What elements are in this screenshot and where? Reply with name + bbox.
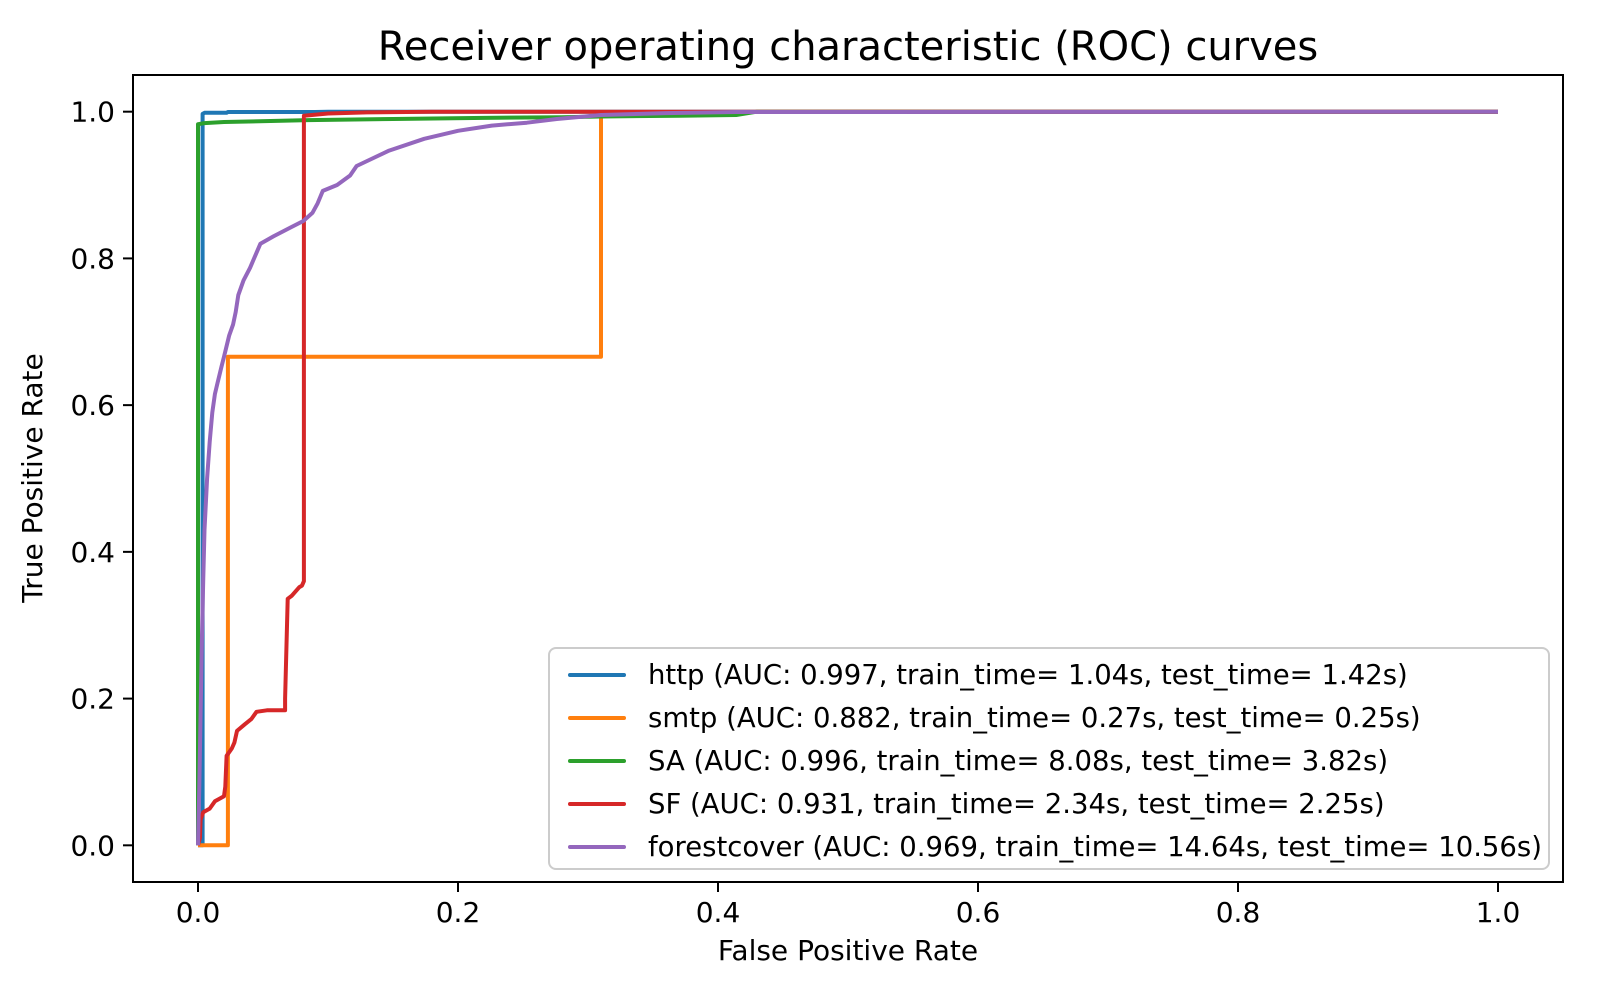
- x-tick-label: 0.4: [696, 896, 741, 929]
- series-line-forestcover: [196, 109, 1499, 846]
- series-line-SF: [196, 109, 1498, 846]
- legend-entry-SA: SA (AUC: 0.996, train_time= 8.08s, test_…: [560, 739, 1548, 782]
- legend-line-sample: [568, 715, 626, 720]
- x-tick-label: 0.0: [176, 896, 221, 929]
- series-line-SA: [196, 109, 1498, 846]
- axis-ticks: 0.0 0.2 0.4 0.6 0.8 1.0 0.0 0.2 0.4 0.6 0.8 1.0: [70, 96, 1520, 929]
- y-tick-label: 1.0: [70, 96, 115, 129]
- legend-entry-forestcover: forestcover (AUC: 0.969, train_time= 14.…: [560, 825, 1548, 868]
- legend-entry-label: http (AUC: 0.997, train_time= 1.04s, tes…: [648, 658, 1408, 691]
- legend-entry-label: forestcover (AUC: 0.969, train_time= 14.…: [648, 830, 1542, 863]
- y-tick-label: 0.0: [70, 829, 115, 862]
- legend-entry-http: http (AUC: 0.997, train_time= 1.04s, tes…: [560, 653, 1548, 696]
- legend-entry-label: SF (AUC: 0.931, train_time= 2.34s, test_…: [648, 787, 1385, 820]
- axes-frame: [132, 74, 1564, 883]
- x-tick-label: 1.0: [1476, 896, 1521, 929]
- x-axis-label: False Positive Rate: [718, 934, 978, 967]
- y-tick-label: 0.8: [70, 242, 115, 275]
- y-tick-label: 0.6: [70, 389, 115, 422]
- legend-line-sample: [568, 844, 626, 849]
- y-tick-label: 0.4: [70, 536, 115, 569]
- legend-entry-label: SA (AUC: 0.996, train_time= 8.08s, test_…: [648, 744, 1389, 777]
- legend-entry-SF: SF (AUC: 0.931, train_time= 2.34s, test_…: [560, 782, 1548, 825]
- x-tick-label: 0.6: [956, 896, 1001, 929]
- legend-line-sample: [568, 801, 626, 806]
- legend: http (AUC: 0.997, train_time= 1.04s, tes…: [548, 647, 1550, 870]
- legend-line-sample: [568, 672, 626, 677]
- series-lines: [196, 109, 1499, 848]
- legend-entry-label: smtp (AUC: 0.882, train_time= 0.27s, tes…: [648, 701, 1421, 734]
- legend-line-sample: [568, 758, 626, 763]
- y-tick-label: 0.2: [70, 683, 115, 716]
- x-tick-label: 0.8: [1216, 896, 1261, 929]
- y-axis-label: True Positive Rate: [16, 353, 49, 603]
- legend-entry-smtp: smtp (AUC: 0.882, train_time= 0.27s, tes…: [560, 696, 1548, 739]
- chart-title: Receiver operating characteristic (ROC) …: [378, 24, 1319, 70]
- x-tick-label: 0.2: [436, 896, 481, 929]
